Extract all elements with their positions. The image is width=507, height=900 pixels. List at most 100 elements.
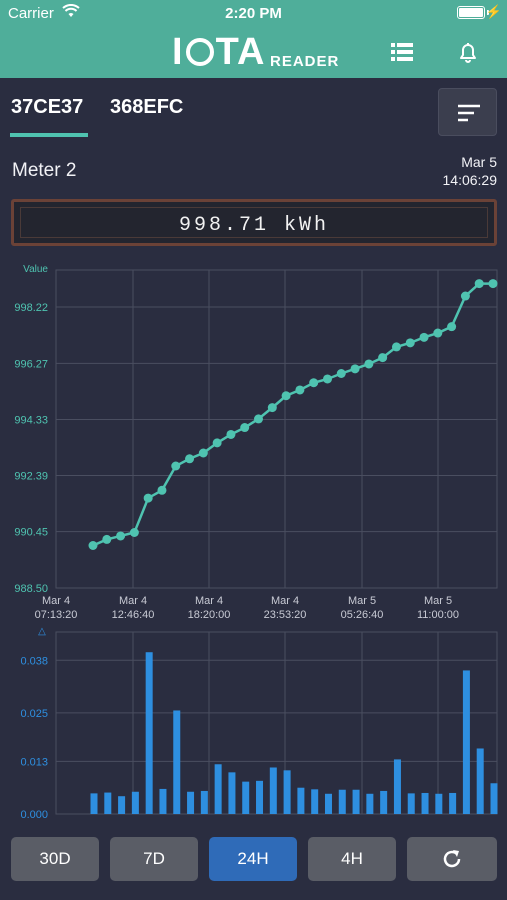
line-point bbox=[336, 368, 346, 378]
line-point bbox=[447, 322, 457, 332]
sort-icon bbox=[458, 104, 480, 122]
bar bbox=[407, 793, 415, 814]
bar bbox=[256, 780, 264, 814]
line-point bbox=[240, 423, 250, 433]
bar-chart-y-label: △ bbox=[38, 626, 46, 637]
bar bbox=[393, 759, 401, 814]
line-chart-x-tick-time: 18:20:00 bbox=[188, 609, 231, 621]
line-point bbox=[198, 448, 208, 458]
bar bbox=[242, 781, 250, 814]
line-point bbox=[254, 414, 264, 424]
line-point bbox=[116, 531, 126, 541]
line-chart-frame bbox=[55, 269, 498, 589]
bar bbox=[214, 764, 222, 814]
bar bbox=[118, 796, 126, 814]
line-point bbox=[433, 328, 443, 338]
carrier-label: Carrier bbox=[8, 5, 54, 22]
bell-icon[interactable] bbox=[456, 40, 480, 64]
line-point bbox=[185, 454, 195, 464]
bar bbox=[90, 793, 98, 814]
line-chart-x-tick-time: 05:26:40 bbox=[341, 609, 384, 621]
line-point bbox=[309, 378, 319, 388]
charging-icon: ⚡ bbox=[485, 4, 502, 19]
range-24h-button[interactable]: 24H bbox=[209, 837, 297, 881]
list-icon[interactable] bbox=[390, 40, 414, 64]
reading-time: 14:06:29 bbox=[442, 172, 498, 188]
app-header: Carrier 2:20 PM ⚡ I TA READER bbox=[0, 0, 507, 78]
bar bbox=[476, 748, 484, 814]
battery-icon bbox=[457, 6, 485, 19]
line-point bbox=[212, 438, 222, 448]
line-chart-y-tick: 996.27 bbox=[14, 358, 48, 370]
reading-timestamp: Mar 5 14:06:29 bbox=[443, 153, 498, 189]
bar bbox=[269, 767, 277, 814]
line-point bbox=[226, 429, 236, 439]
bar bbox=[159, 788, 167, 814]
line-point bbox=[350, 364, 360, 374]
line-point bbox=[143, 493, 153, 503]
bar bbox=[338, 789, 346, 814]
refresh-icon bbox=[443, 850, 461, 868]
bar bbox=[283, 770, 291, 814]
line-point bbox=[102, 534, 112, 544]
bar bbox=[200, 790, 208, 814]
line-chart-x-tick-time: 07:13:20 bbox=[35, 609, 78, 621]
bar bbox=[352, 789, 360, 814]
range-4h-button[interactable]: 4H bbox=[308, 837, 396, 881]
line-series bbox=[92, 282, 493, 547]
range-7d-button[interactable]: 7D bbox=[110, 837, 198, 881]
bar bbox=[449, 792, 457, 814]
line-chart-y-tick: 990.45 bbox=[14, 527, 48, 539]
tab-368efc[interactable]: 368EFC bbox=[110, 96, 184, 118]
tab-37ce37[interactable]: 37CE37 bbox=[11, 96, 84, 118]
line-point bbox=[171, 461, 181, 471]
line-point bbox=[405, 338, 415, 348]
line-chart-y-tick: 992.39 bbox=[14, 471, 48, 483]
status-bar: Carrier 2:20 PM ⚡ bbox=[0, 0, 507, 28]
charts-area: 998.22 996.27 994.33 992.39 990.45 988.50 Valu… bbox=[14, 264, 498, 821]
logo-text-left: I bbox=[172, 31, 184, 73]
line-point bbox=[129, 527, 139, 537]
meter-reading-value: 998.71 kWh bbox=[178, 214, 330, 237]
line-chart-x-tick-date: Mar 4 bbox=[42, 595, 70, 607]
line-point bbox=[378, 353, 388, 363]
bar bbox=[131, 791, 139, 814]
line-point bbox=[419, 332, 429, 342]
line-point bbox=[488, 279, 498, 289]
reading-date: Mar 5 bbox=[461, 154, 497, 170]
bar bbox=[145, 652, 153, 814]
app-logo: I TA READER bbox=[172, 33, 342, 73]
bar-chart-y-tick: 0.025 bbox=[20, 708, 48, 720]
bar bbox=[104, 792, 112, 814]
line-chart-x-tick-date: Mar 5 bbox=[348, 595, 376, 607]
line-point bbox=[474, 279, 484, 289]
bar bbox=[366, 793, 374, 814]
line-point bbox=[322, 374, 332, 384]
status-time: 2:20 PM bbox=[225, 5, 282, 22]
bar bbox=[421, 792, 429, 814]
line-chart-y-tick: 998.22 bbox=[14, 302, 48, 314]
bar bbox=[490, 783, 498, 814]
bar bbox=[435, 793, 443, 814]
line-chart-y-tick: 988.50 bbox=[14, 583, 48, 595]
line-chart-x-tick-date: Mar 5 bbox=[424, 595, 452, 607]
bar bbox=[462, 670, 470, 814]
line-chart-y-label: Value bbox=[23, 264, 48, 275]
range-30d-button[interactable]: 30D bbox=[11, 837, 99, 881]
line-point bbox=[460, 291, 470, 301]
bar bbox=[380, 790, 388, 814]
line-point bbox=[391, 342, 401, 352]
line-chart-x-tick-time: 11:00:00 bbox=[417, 609, 459, 621]
refresh-button[interactable] bbox=[407, 837, 497, 881]
bar bbox=[324, 793, 332, 814]
line-point bbox=[88, 541, 98, 551]
sort-button[interactable] bbox=[438, 88, 497, 136]
device-tabs: 37CE37 368EFC bbox=[0, 80, 420, 140]
bar bbox=[297, 787, 305, 814]
bar bbox=[187, 791, 195, 814]
logo-text-right: TA bbox=[215, 31, 266, 73]
signal-logo-icon bbox=[185, 38, 214, 66]
wifi-icon bbox=[62, 4, 80, 17]
logo-subtitle: READER bbox=[270, 53, 340, 70]
range-selector: 30D 7D 24H 4H bbox=[11, 837, 497, 881]
